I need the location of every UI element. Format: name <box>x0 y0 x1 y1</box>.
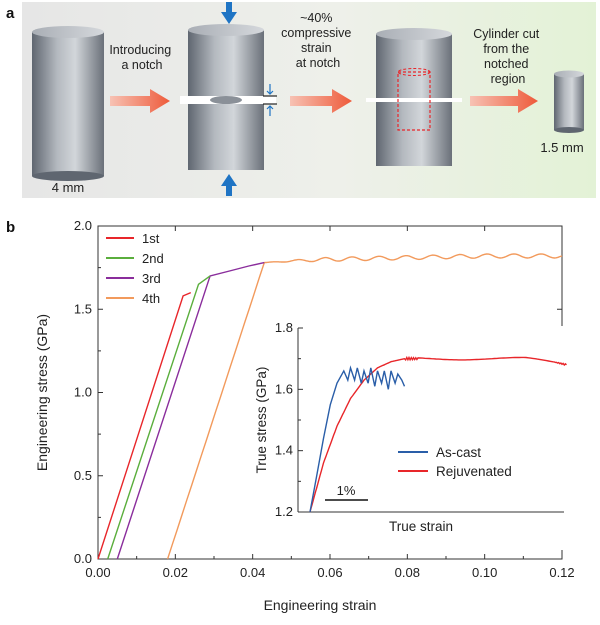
dimension-label-small: 1.5 mm <box>540 140 583 155</box>
panel-a: a 4 mm Introducing a notch <box>6 2 596 198</box>
x-tick-label: 0.12 <box>549 565 574 580</box>
panel-a-label: a <box>6 5 15 22</box>
scale-bar-label: 1% <box>337 483 356 498</box>
sample-cylinder-small <box>554 70 584 133</box>
dimension-label-large: 4 mm <box>52 180 85 195</box>
inset-series-line-Rejuvenated <box>309 355 567 513</box>
y-tick-label: 0.5 <box>74 468 92 483</box>
step-label-cut-line: notched <box>484 57 529 71</box>
step-label-compression-line: at notch <box>296 56 341 70</box>
x-tick-label: 0.08 <box>395 565 420 580</box>
inset-x-axis-title: True strain <box>389 519 453 534</box>
sample-cylinder-full <box>32 26 104 181</box>
inset-y-tick-label: 1.2 <box>275 504 293 519</box>
legend-label: 2nd <box>142 251 164 266</box>
legend-label: 4th <box>142 291 160 306</box>
y-tick-label: 2.0 <box>74 218 92 233</box>
inset-y-tick-label: 1.8 <box>275 320 293 335</box>
y-tick-label: 1.0 <box>74 385 92 400</box>
step-label-compression-line: strain <box>301 41 332 55</box>
cut-region-outline <box>397 71 431 131</box>
y-axis-title: Engineering stress (GPa) <box>34 314 50 471</box>
legend-label: 1st <box>142 231 160 246</box>
step-label-notch-line: Introducing <box>109 43 171 57</box>
inset-legend-label: Rejuvenated <box>436 464 512 479</box>
process-arrow-3 <box>470 89 538 113</box>
step-label-cut-line: region <box>491 72 526 86</box>
process-arrow-2 <box>290 89 352 113</box>
sample-cylinder-notched <box>180 24 276 170</box>
inset-y-axis-title: True stress (GPa) <box>254 367 269 474</box>
step-label-compression: ~40% compressive strain at notch <box>281 11 355 70</box>
inset-y-tick-label: 1.6 <box>275 381 293 396</box>
inset-chart: 1.2 1.4 1.6 1.8 True stress (GPa) True strain… <box>254 320 567 550</box>
x-tick-label: 0.02 <box>163 565 188 580</box>
series-line-4th <box>166 253 563 560</box>
sample-cylinder-compressed <box>366 28 462 166</box>
step-label-cut-line: from the <box>483 42 529 56</box>
main-chart: 0.00 0.02 0.04 0.06 0.08 0.10 0.12 0.0 0.5 1.0 1.5… <box>34 218 575 613</box>
compression-arrow-top-icon <box>221 2 237 24</box>
x-tick-label: 0.04 <box>240 565 265 580</box>
process-arrow-1 <box>110 89 170 113</box>
notch-width-marker-icon <box>263 84 277 116</box>
x-tick-label: 0.10 <box>472 565 497 580</box>
inset-y-tick-label: 1.4 <box>275 443 293 458</box>
x-tick-label: 0.00 <box>85 565 110 580</box>
step-label-notch: Introducing a notch <box>109 43 174 72</box>
panel-b-label: b <box>6 219 15 236</box>
y-tick-label: 1.5 <box>74 301 92 316</box>
series-line-3rd <box>116 261 265 560</box>
y-tick-label: 0.0 <box>74 551 92 566</box>
step-label-compression-line: ~40% <box>300 11 332 25</box>
series-line-1st <box>97 291 192 560</box>
x-axis-title: Engineering strain <box>264 597 377 613</box>
compression-arrow-bottom-icon <box>221 174 237 196</box>
step-label-cut-line: Cylinder cut <box>473 27 540 41</box>
legend-label: 3rd <box>142 271 161 286</box>
x-tick-label: 0.06 <box>317 565 342 580</box>
step-label-notch-line: a notch <box>121 58 162 72</box>
step-label-compression-line: compressive <box>281 26 351 40</box>
inset-background <box>296 326 566 550</box>
inset-legend-label: As-cast <box>436 445 481 460</box>
inset-series-line-As-cast <box>309 365 406 513</box>
series-line-2nd <box>107 275 211 560</box>
step-label-cut: Cylinder cut from the notched region <box>473 27 542 86</box>
